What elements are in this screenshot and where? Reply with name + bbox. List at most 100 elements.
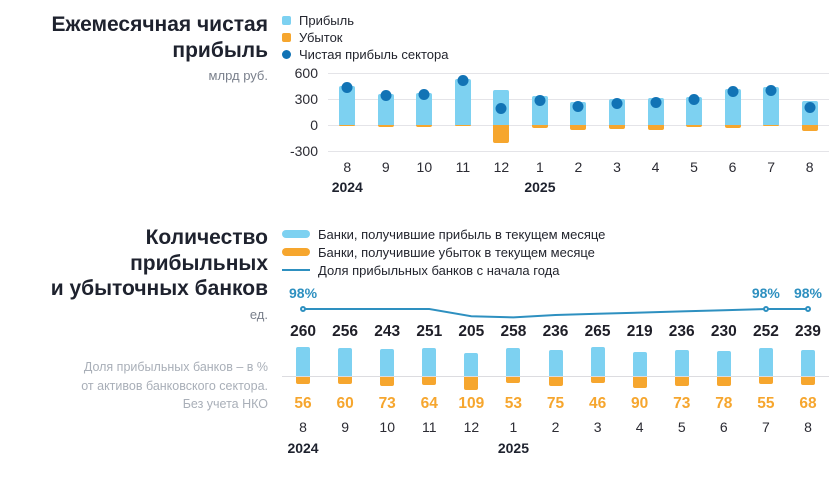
profitable-banks-bar <box>800 349 815 376</box>
legend-item-profit: Прибыль <box>282 12 829 29</box>
y-tick-label: 0 <box>310 117 318 133</box>
top-chart-column <box>482 73 521 151</box>
bottom-chart-column <box>282 345 324 376</box>
bottom-chart-loss-column <box>324 377 366 392</box>
year-label <box>577 440 619 458</box>
bottom-chart-column <box>619 345 661 376</box>
lossmaking-banks-bar <box>674 377 689 386</box>
title-line-2: прибыльных <box>130 251 268 275</box>
lossmaking-banks-bar <box>506 377 521 384</box>
loss-count-value: 64 <box>420 395 438 412</box>
year-label <box>367 179 406 197</box>
profit-bar <box>377 93 394 125</box>
net-profit-dot <box>457 74 469 86</box>
month-label: 5 <box>677 419 686 435</box>
profitable-banks-bar <box>338 347 353 376</box>
gridline <box>328 99 829 100</box>
bottom-chart-column <box>408 345 450 376</box>
net-profit-dot <box>380 90 392 102</box>
year-label <box>534 440 576 458</box>
month-label: 12 <box>493 159 510 175</box>
share-value-label: 98% <box>289 285 318 301</box>
bottom-chart-column <box>577 345 619 376</box>
title-line-3: и убыточных банков <box>50 277 268 301</box>
legend-item-lossmaking-banks: Банки, получившие убыток в текущем месяц… <box>282 243 829 261</box>
lossmaking-banks-bar <box>296 377 311 384</box>
month-label: 6 <box>719 419 728 435</box>
gridline <box>328 73 829 74</box>
month-label: 5 <box>690 159 698 175</box>
bottom-chart-column <box>703 345 745 376</box>
net-profit-dot <box>534 94 546 106</box>
profit-count-value: 252 <box>752 323 779 340</box>
year-label <box>619 440 661 458</box>
year-label <box>450 440 492 458</box>
month-label: 9 <box>381 159 390 175</box>
section-monthly-net-profit: Ежемесячная чистая прибыль млрд руб. При… <box>30 12 829 197</box>
loss-bar <box>801 125 818 132</box>
legend-item-loss: Убыток <box>282 29 829 46</box>
loss-count-value: 73 <box>378 395 396 412</box>
profit-count-bars <box>282 345 829 376</box>
profitable-banks-bar <box>590 346 605 376</box>
bottom-chart: 98% 98% 98% 260 256 243 251 205 258 236 265 219 236… <box>282 285 829 458</box>
year-label <box>790 179 829 197</box>
bottom-chart-block: Банки, получившие прибыль в текущем меся… <box>282 225 829 458</box>
bottom-chart-loss-column <box>408 377 450 392</box>
legend-label: Банки, получившие убыток в текущем месяц… <box>318 244 595 260</box>
share-value-label: 98% <box>793 285 822 301</box>
profit-count-value: 251 <box>416 323 443 340</box>
profitable-banks-bar <box>548 350 563 376</box>
y-tick-label: 300 <box>294 91 318 107</box>
year-label <box>559 179 598 197</box>
month-label: 8 <box>299 419 307 435</box>
top-title-block: Ежемесячная чистая прибыль млрд руб. <box>30 12 282 197</box>
share-marker <box>300 306 307 312</box>
lossmaking-banks-bar <box>800 377 815 386</box>
net-profit-dot <box>572 100 584 112</box>
lossmaking-banks-bar <box>590 377 605 383</box>
loss-bar <box>724 125 741 128</box>
gridline <box>328 151 829 152</box>
month-label: 8 <box>805 159 814 175</box>
year-label <box>482 179 521 197</box>
month-label: 11 <box>455 159 471 175</box>
legend-label: Доля прибыльных банков с начала года <box>318 262 560 278</box>
lossmaking-banks-swatch-icon <box>282 248 310 256</box>
bottom-chart-loss-column <box>661 377 703 392</box>
month-label: 7 <box>767 159 775 175</box>
top-month-labels: 8 9 10 11 12 1 2 3 4 5 6 7 8 <box>328 159 829 175</box>
loss-swatch-icon <box>282 33 291 42</box>
month-label: 12 <box>463 419 480 435</box>
top-chart-block: Прибыль Убыток Чистая прибыль сектора 60… <box>282 12 829 197</box>
top-year-labels: 2024 2025 <box>328 179 829 197</box>
legend-item-net: Чистая прибыль сектора <box>282 46 829 63</box>
lossmaking-banks-bar <box>380 377 395 386</box>
year-label <box>745 440 787 458</box>
loss-count-value: 90 <box>631 395 649 412</box>
year-label <box>405 179 444 197</box>
loss-bar <box>454 125 471 126</box>
profit-bar <box>416 92 433 125</box>
year-label <box>787 440 829 458</box>
loss-count-value: 78 <box>715 395 733 412</box>
footnote: Доля прибыльных банков – в % от активов … <box>81 359 268 412</box>
top-chart-column <box>636 73 675 151</box>
top-x-axis: 8 9 10 11 12 1 2 3 4 5 6 7 8 2024 2025 <box>282 151 829 197</box>
loss-bar <box>416 125 433 127</box>
top-chart-column <box>598 73 637 151</box>
bottom-month-labels: 8 9 10 11 12 1 2 3 4 5 6 7 8 <box>282 419 829 437</box>
net-profit-dot <box>341 81 353 93</box>
top-chart-column <box>521 73 560 151</box>
legend-label: Чистая прибыль сектора <box>299 47 449 62</box>
net-profit-dot <box>727 85 739 97</box>
bottom-chart-loss-column <box>282 377 324 392</box>
bottom-chart-loss-column <box>450 377 492 392</box>
profitable-banks-bar <box>506 347 521 376</box>
loss-bar <box>531 125 548 129</box>
month-label: 4 <box>651 159 660 175</box>
bottom-chart-column <box>324 345 366 376</box>
page-title: Ежемесячная чистая прибыль <box>30 12 268 63</box>
bottom-chart-column <box>661 345 703 376</box>
